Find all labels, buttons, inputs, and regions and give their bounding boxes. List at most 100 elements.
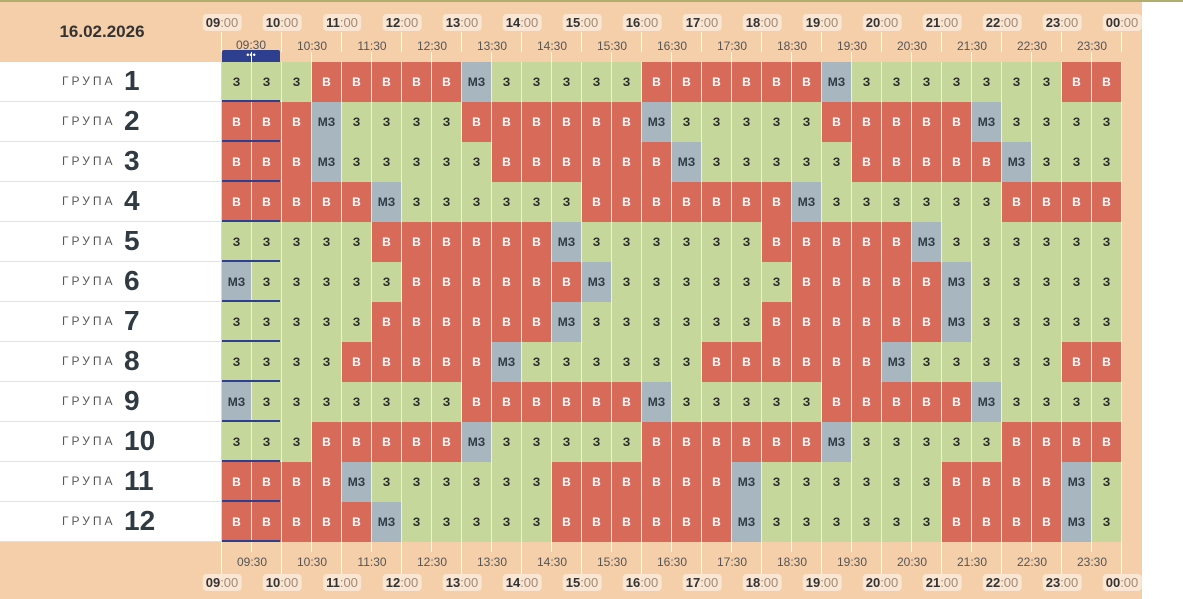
- schedule-cell[interactable]: З: [1062, 382, 1092, 422]
- schedule-cell[interactable]: З: [282, 222, 312, 262]
- schedule-cell[interactable]: З: [222, 62, 252, 102]
- schedule-cell[interactable]: В: [792, 262, 822, 302]
- schedule-cell[interactable]: В: [942, 502, 972, 542]
- schedule-cell[interactable]: З: [822, 142, 852, 182]
- schedule-cell[interactable]: З: [912, 462, 942, 502]
- schedule-cell[interactable]: В: [342, 342, 372, 382]
- schedule-cell[interactable]: В: [852, 222, 882, 262]
- schedule-cell[interactable]: З: [462, 142, 492, 182]
- schedule-cell[interactable]: З: [1032, 142, 1062, 182]
- schedule-cell[interactable]: В: [1002, 462, 1032, 502]
- schedule-cell[interactable]: З: [672, 262, 702, 302]
- schedule-cell[interactable]: З: [1092, 262, 1122, 302]
- schedule-cell[interactable]: З: [792, 102, 822, 142]
- schedule-cell[interactable]: В: [762, 222, 792, 262]
- schedule-cell[interactable]: В: [1002, 422, 1032, 462]
- schedule-cell[interactable]: В: [1032, 182, 1062, 222]
- schedule-cell[interactable]: З: [852, 62, 882, 102]
- schedule-cell[interactable]: МЗ: [822, 62, 852, 102]
- schedule-cell[interactable]: З: [582, 422, 612, 462]
- schedule-cell[interactable]: В: [312, 422, 342, 462]
- schedule-cell[interactable]: В: [312, 462, 342, 502]
- schedule-cell[interactable]: В: [612, 182, 642, 222]
- schedule-cell[interactable]: В: [222, 142, 252, 182]
- schedule-cell[interactable]: МЗ: [312, 102, 342, 142]
- schedule-cell[interactable]: З: [282, 262, 312, 302]
- schedule-cell[interactable]: В: [372, 222, 402, 262]
- schedule-cell[interactable]: МЗ: [222, 382, 252, 422]
- schedule-cell[interactable]: З: [252, 62, 282, 102]
- schedule-cell[interactable]: З: [672, 382, 702, 422]
- schedule-cell[interactable]: З: [942, 222, 972, 262]
- schedule-cell[interactable]: МЗ: [312, 142, 342, 182]
- schedule-cell[interactable]: З: [222, 302, 252, 342]
- schedule-cell[interactable]: В: [612, 462, 642, 502]
- schedule-cell[interactable]: В: [1092, 182, 1122, 222]
- schedule-cell[interactable]: З: [762, 262, 792, 302]
- schedule-cell[interactable]: З: [672, 342, 702, 382]
- schedule-cell[interactable]: В: [252, 182, 282, 222]
- schedule-cell[interactable]: З: [402, 102, 432, 142]
- schedule-cell[interactable]: В: [972, 462, 1002, 502]
- schedule-cell[interactable]: В: [702, 182, 732, 222]
- schedule-cell[interactable]: З: [642, 342, 672, 382]
- schedule-cell[interactable]: В: [462, 102, 492, 142]
- schedule-cell[interactable]: З: [312, 262, 342, 302]
- schedule-cell[interactable]: МЗ: [732, 462, 762, 502]
- schedule-cell[interactable]: З: [942, 422, 972, 462]
- schedule-cell[interactable]: З: [1092, 382, 1122, 422]
- schedule-cell[interactable]: В: [432, 342, 462, 382]
- schedule-cell[interactable]: З: [1002, 342, 1032, 382]
- schedule-cell[interactable]: З: [732, 382, 762, 422]
- schedule-cell[interactable]: З: [372, 462, 402, 502]
- schedule-cell[interactable]: В: [612, 502, 642, 542]
- schedule-cell[interactable]: В: [822, 102, 852, 142]
- schedule-cell[interactable]: В: [882, 142, 912, 182]
- schedule-cell[interactable]: З: [282, 302, 312, 342]
- schedule-cell[interactable]: В: [1002, 502, 1032, 542]
- schedule-cell[interactable]: В: [702, 462, 732, 502]
- schedule-cell[interactable]: З: [432, 182, 462, 222]
- schedule-cell[interactable]: З: [792, 462, 822, 502]
- schedule-cell[interactable]: З: [372, 142, 402, 182]
- schedule-cell[interactable]: З: [1032, 342, 1062, 382]
- schedule-cell[interactable]: З: [492, 502, 522, 542]
- schedule-cell[interactable]: З: [1062, 142, 1092, 182]
- schedule-cell[interactable]: З: [432, 382, 462, 422]
- schedule-cell[interactable]: З: [252, 422, 282, 462]
- schedule-cell[interactable]: З: [1002, 262, 1032, 302]
- schedule-cell[interactable]: З: [432, 502, 462, 542]
- schedule-cell[interactable]: З: [492, 182, 522, 222]
- schedule-cell[interactable]: З: [522, 422, 552, 462]
- schedule-cell[interactable]: З: [822, 462, 852, 502]
- schedule-cell[interactable]: В: [402, 302, 432, 342]
- schedule-cell[interactable]: В: [792, 62, 822, 102]
- schedule-cell[interactable]: В: [852, 302, 882, 342]
- schedule-cell[interactable]: МЗ: [372, 182, 402, 222]
- schedule-cell[interactable]: В: [552, 462, 582, 502]
- schedule-cell[interactable]: З: [762, 462, 792, 502]
- schedule-cell[interactable]: З: [312, 222, 342, 262]
- schedule-cell[interactable]: З: [882, 422, 912, 462]
- schedule-cell[interactable]: З: [1092, 142, 1122, 182]
- schedule-cell[interactable]: В: [972, 502, 1002, 542]
- schedule-cell[interactable]: З: [252, 302, 282, 342]
- schedule-cell[interactable]: З: [1092, 302, 1122, 342]
- schedule-cell[interactable]: В: [492, 262, 522, 302]
- schedule-cell[interactable]: В: [432, 262, 462, 302]
- schedule-cell[interactable]: В: [942, 462, 972, 502]
- schedule-cell[interactable]: З: [822, 182, 852, 222]
- schedule-cell[interactable]: З: [1002, 62, 1032, 102]
- schedule-cell[interactable]: З: [972, 222, 1002, 262]
- schedule-cell[interactable]: З: [732, 302, 762, 342]
- schedule-cell[interactable]: В: [222, 102, 252, 142]
- schedule-cell[interactable]: З: [852, 462, 882, 502]
- schedule-cell[interactable]: В: [642, 182, 672, 222]
- schedule-cell[interactable]: З: [282, 342, 312, 382]
- schedule-cell[interactable]: З: [552, 62, 582, 102]
- schedule-cell[interactable]: З: [1062, 102, 1092, 142]
- schedule-cell[interactable]: З: [1032, 62, 1062, 102]
- schedule-cell[interactable]: МЗ: [972, 382, 1002, 422]
- schedule-cell[interactable]: В: [1092, 342, 1122, 382]
- schedule-cell[interactable]: В: [1062, 182, 1092, 222]
